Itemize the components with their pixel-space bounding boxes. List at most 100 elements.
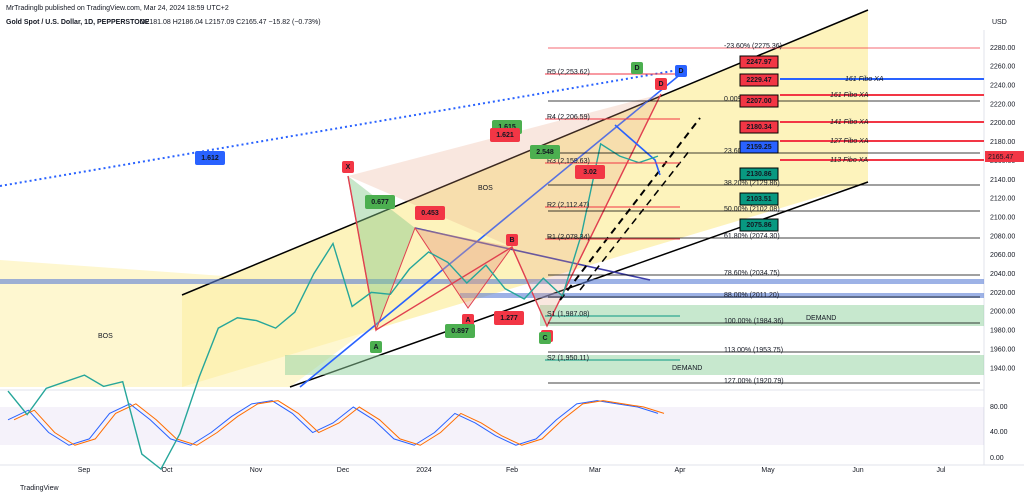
pattern-point-box	[675, 65, 687, 77]
price-tick: 2280.00	[990, 45, 1015, 52]
price-tag	[739, 73, 779, 87]
fibo-xa: 113 Fibo XA	[830, 157, 868, 164]
time-label: Jul	[937, 467, 946, 474]
fibo-xa: 127 Fibo XA	[830, 138, 869, 145]
zone-label: DEMAND	[806, 315, 836, 322]
price-tag-text: 2180.34	[746, 124, 771, 131]
pattern-point-box	[370, 341, 382, 353]
time-label: Sep	[78, 467, 91, 474]
pattern-point-box	[655, 78, 667, 90]
price-tag	[739, 140, 779, 154]
time-label: Nov	[250, 467, 263, 474]
time-label: Dec	[337, 467, 350, 474]
pivot-label: S2 (1,950.11)	[547, 355, 589, 362]
pattern-point: C	[542, 335, 547, 342]
fib-label: 100.00% (1984.36)	[724, 318, 784, 325]
time-label: Feb	[506, 467, 518, 474]
price-tick: 2080.00	[990, 233, 1015, 240]
pattern-point: D	[634, 65, 639, 72]
price-tick: 2040.00	[990, 271, 1015, 278]
price-tick: 2200.00	[990, 120, 1015, 127]
last-price: 2165.47	[988, 154, 1013, 161]
ratio: 0.897	[451, 328, 469, 335]
fib-label: 113.00% (1953.75)	[724, 347, 783, 354]
price-tag-text: 2229.47	[746, 77, 771, 84]
price-tag-text: 2075.86	[746, 222, 771, 229]
price-tick: 2020.00	[990, 290, 1015, 297]
time-label: Oct	[162, 467, 173, 474]
stoch-k	[7, 400, 659, 446]
symbol: Gold Spot / U.S. Dollar, 1D, PEPPERSTONE	[6, 19, 150, 26]
price-tick: 2260.00	[990, 64, 1015, 71]
price-tag	[739, 167, 779, 181]
ratio-box	[530, 145, 560, 159]
time-label: May	[761, 467, 775, 474]
price-tag	[739, 55, 779, 69]
pattern-point: D	[678, 68, 683, 75]
ratio: 1.615	[498, 124, 516, 131]
stoch-d	[13, 400, 665, 446]
pattern-point-box	[506, 234, 518, 246]
price-tag-text: 2130.86	[746, 171, 771, 178]
time-label: 2024	[416, 467, 432, 474]
price-tag-text: 2207.00	[746, 98, 771, 105]
time-label: Mar	[589, 467, 602, 474]
price-tick: 2180.00	[990, 139, 1015, 146]
price-line	[7, 142, 659, 471]
ratio: 0.453	[421, 210, 439, 217]
ratio-box	[490, 128, 520, 142]
fib-label: -23.60% (2275.36)	[724, 43, 782, 50]
ratio-box	[575, 165, 605, 179]
ratio-box	[415, 206, 445, 220]
fib-label: 88.00% (2011.20)	[724, 292, 779, 299]
time-label: Jun	[852, 467, 863, 474]
price-tick: 2100.00	[990, 214, 1015, 221]
fibo-xa: 161 Fibo XA	[830, 92, 869, 99]
ratio: 1.621	[496, 132, 514, 139]
fibo-xa: 141 Fibo XA	[830, 119, 869, 126]
currency: USD	[992, 19, 1007, 26]
price-tag-text: 2159.25	[746, 144, 771, 151]
time-label: Apr	[675, 467, 687, 474]
price-tick: 1960.00	[990, 346, 1015, 353]
pivot-label: R1 (2,078.34)	[547, 234, 590, 241]
osc-band	[0, 407, 984, 445]
pivot-label: S1 (1,987.08)	[547, 311, 589, 318]
last-price-tag	[985, 151, 1024, 162]
pattern-point: B	[509, 237, 514, 244]
ratio-box	[494, 311, 524, 325]
price-tick: 2140.00	[990, 177, 1015, 184]
ratio-box	[195, 151, 225, 165]
pattern-point-box	[462, 314, 474, 326]
pattern-point: D	[658, 81, 663, 88]
ratio: 2.548	[536, 149, 554, 156]
pattern-point-box	[342, 161, 354, 173]
pattern-point: A	[373, 344, 378, 351]
pivot-label: R5 (2,253.62)	[547, 69, 590, 76]
ratio: 3.02	[583, 169, 597, 176]
price-tick: 1940.00	[990, 365, 1015, 372]
price-tick: 2120.00	[990, 196, 1015, 203]
fib-label: 38.20% (2129.86)	[724, 180, 780, 187]
ratio: 1.277	[500, 315, 518, 322]
zone-label: BOS	[98, 333, 113, 340]
ohlc: O2181.08 H2186.04 L2157.09 C2165.47 −15.…	[140, 19, 321, 26]
price-tick: 2220.00	[990, 101, 1015, 108]
ratio: 0.677	[371, 199, 389, 206]
footer-brand: TradingView	[20, 485, 59, 492]
pivot-label: R2 (2,112.47)	[547, 202, 589, 209]
fib-label: 78.60% (2034.75)	[724, 270, 780, 277]
ratio-box	[365, 195, 395, 209]
fib-label: 127.00% (1920.79)	[724, 378, 784, 385]
ratio: 1.612	[201, 155, 219, 162]
fib-label: 23.60%	[724, 148, 748, 155]
pattern-point: A	[465, 317, 470, 324]
price-tag	[739, 120, 779, 134]
pattern-point-box	[539, 332, 551, 344]
pivot-label: R3 (2,159.63)	[547, 158, 590, 165]
zone-label: DEMAND	[672, 365, 702, 372]
price-tick: 2240.00	[990, 83, 1015, 90]
price-tag	[739, 192, 779, 206]
osc-tick: 80.00	[990, 404, 1008, 411]
